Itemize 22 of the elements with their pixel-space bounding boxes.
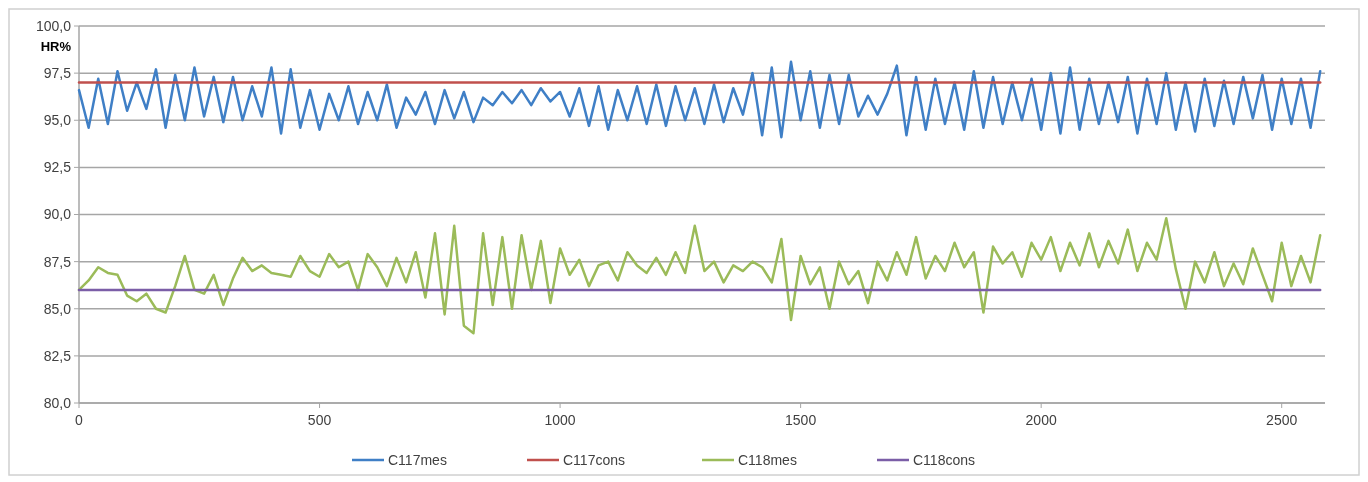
legend-label: C118mes [738,451,797,468]
y-tick-label: 90,0 [43,206,72,223]
x-tick-label: 1000 [544,412,576,428]
x-tick-label: 500 [307,412,332,428]
legend-label: C118cons [913,451,976,468]
y-tick-label: 80,0 [43,394,72,411]
line-series [77,217,1322,335]
y-axis-title: HR% [40,39,72,54]
legend-label: C117cons [563,451,626,468]
y-tick-label: 100,0 [35,17,72,34]
legend-label: C117mes [388,451,447,468]
y-tick-label: 82,5 [43,347,72,364]
y-tick-label: 85,0 [43,300,72,317]
x-tick-label: 1500 [785,412,817,428]
y-tick-label: 97,5 [43,65,72,82]
line-series [77,60,1322,139]
x-tick-label: 0 [75,412,84,428]
y-tick-label: 95,0 [43,112,72,129]
y-tick-label: 92,5 [43,159,72,176]
x-tick-label: 2500 [1266,412,1298,428]
x-tick-label: 2000 [1025,412,1057,428]
y-tick-label: 87,5 [43,253,72,270]
